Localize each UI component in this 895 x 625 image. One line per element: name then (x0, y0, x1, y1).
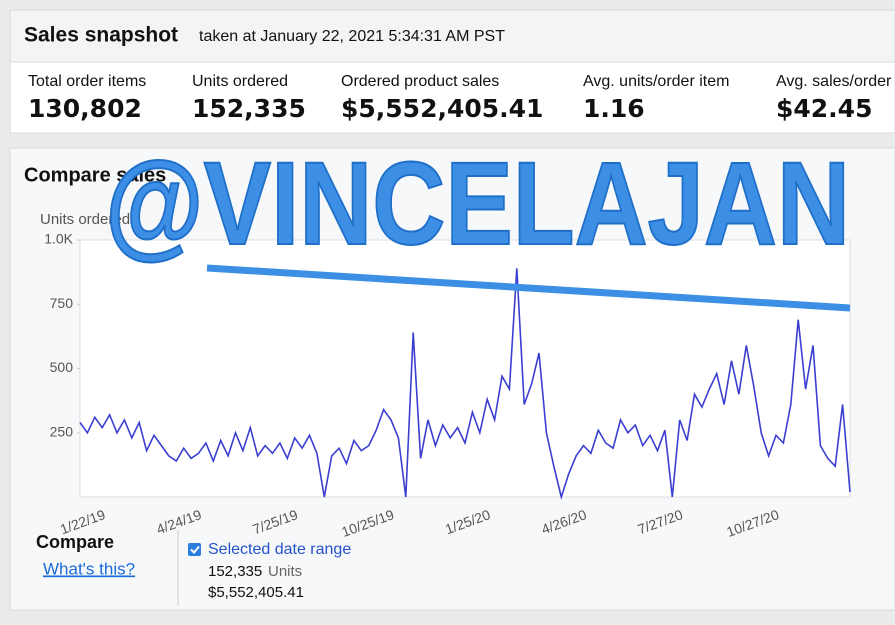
units-value: 152,335 (208, 563, 262, 580)
metrics: Total order items 130,802 Units ordered 152… (28, 73, 892, 123)
y-tick-label: 750 (50, 295, 74, 311)
range-label: Selected date range (208, 541, 351, 558)
metric-value: 130,802 (28, 94, 142, 123)
chart-title: Compare sales (24, 164, 166, 186)
metric-value: 1.16 (583, 94, 645, 123)
y-tick-label: 1.0K (44, 231, 73, 247)
compare-title: Compare (36, 532, 114, 552)
sales-value: $5,552,405.41 (208, 584, 304, 601)
metric-value: $5,552,405.41 (341, 94, 543, 123)
watermark: @VINCELAJAN (105, 138, 850, 270)
metric-label: Units ordered (192, 73, 288, 90)
metric-value: 152,335 (192, 94, 306, 123)
metric-label: Total order items (28, 73, 146, 90)
y-axis-label: Units ordered (40, 211, 130, 228)
whats-this-link[interactable]: What's this? (43, 559, 135, 578)
metric-label: Avg. units/order item (583, 73, 729, 90)
plot-area (79, 239, 851, 498)
metric-value: $42.45 (776, 94, 872, 123)
snapshot-subtitle: taken at January 22, 2021 5:34:31 AM PST (199, 28, 505, 45)
y-tick-label: 250 (50, 423, 74, 439)
metric-label: Avg. sales/order (776, 73, 892, 90)
y-tick-label: 500 (50, 359, 74, 375)
snapshot-title: Sales snapshot (24, 24, 178, 47)
check-icon (190, 545, 200, 554)
range-checkbox[interactable] (188, 543, 201, 556)
metric-label: Ordered product sales (341, 73, 499, 90)
units-label: Units (268, 563, 302, 580)
watermark-underline (206, 264, 851, 312)
data-line (79, 268, 851, 500)
snapshot-header (9, 9, 895, 63)
